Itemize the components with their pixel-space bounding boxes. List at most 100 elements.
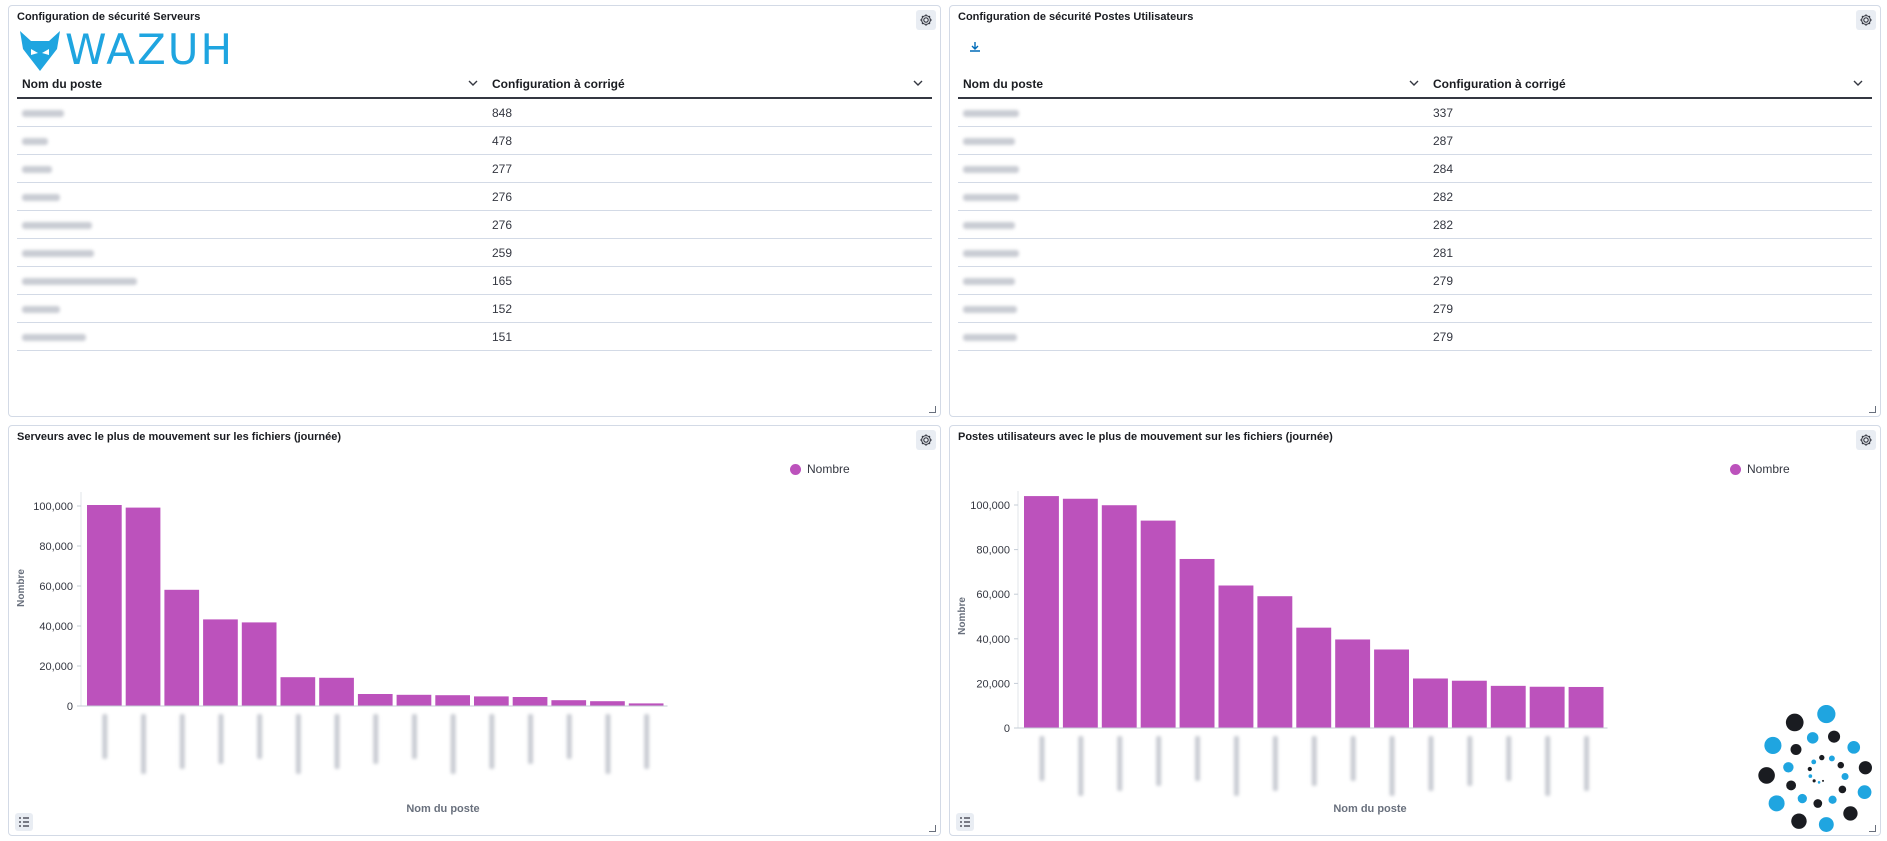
wazuh-logo-text: WAZUH: [65, 25, 235, 74]
list-icon[interactable]: [15, 813, 33, 831]
redacted-x-tick-label: [450, 714, 456, 774]
table-row: 277: [17, 154, 932, 183]
bar[interactable]: [1140, 520, 1176, 728]
bar[interactable]: [1218, 585, 1254, 728]
chart-legend[interactable]: Nombre: [1730, 462, 1790, 476]
y-tick-label: 80,000: [39, 541, 73, 553]
dot-spiral-logo: [1758, 705, 1872, 832]
host-name-cell: [17, 294, 487, 323]
workstations-config-panel: Configuration de sécurité Postes Utilisa…: [949, 5, 1881, 417]
bar[interactable]: [435, 695, 470, 706]
host-name-cell: [958, 210, 1428, 239]
logo-dot: [1828, 730, 1841, 743]
gear-icon[interactable]: [1856, 430, 1876, 450]
gear-icon[interactable]: [916, 430, 936, 450]
resize-handle[interactable]: [1869, 406, 1876, 413]
bar[interactable]: [319, 677, 354, 706]
column-header-host[interactable]: Nom du poste: [17, 71, 487, 99]
redacted-x-tick-label: [1584, 736, 1590, 791]
y-axis-title: Nombre: [16, 569, 27, 607]
redacted-x-tick-label: [1117, 736, 1123, 791]
bar[interactable]: [512, 697, 548, 706]
bar[interactable]: [396, 694, 432, 706]
bar[interactable]: [1529, 686, 1565, 728]
bar[interactable]: [1335, 639, 1371, 728]
download-icon[interactable]: [968, 40, 982, 54]
list-icon[interactable]: [956, 813, 974, 831]
bar[interactable]: [164, 589, 200, 706]
bar[interactable]: [1568, 686, 1604, 728]
bar[interactable]: [1374, 649, 1409, 728]
bar[interactable]: [87, 505, 122, 706]
gear-icon[interactable]: [916, 10, 936, 30]
table-row: 276: [17, 210, 932, 239]
bar[interactable]: [590, 701, 625, 706]
gear-icon[interactable]: [1856, 10, 1876, 30]
bar[interactable]: [241, 622, 277, 706]
y-tick-label: 80,000: [976, 545, 1010, 557]
chevron-down-icon[interactable]: [1408, 77, 1420, 89]
redacted-host-name: [963, 333, 1017, 341]
config-count-cell: 279: [1428, 294, 1872, 323]
redacted-host-name: [963, 137, 1015, 145]
logo-dot: [1797, 793, 1807, 804]
workstations-bar-chart: 0 20,000 40,000 60,000 80,000 100,000 Nom du p…: [957, 491, 1608, 815]
bar[interactable]: [1296, 627, 1332, 728]
redacted-x-tick-label: [1428, 736, 1434, 791]
bar[interactable]: [474, 696, 509, 706]
redacted-host-name: [22, 109, 64, 117]
logo-dot: [1768, 795, 1785, 812]
bar[interactable]: [1024, 496, 1059, 728]
redacted-x-tick-label: [1467, 736, 1473, 786]
redacted-x-tick-label: [334, 714, 340, 769]
redacted-x-tick-label: [218, 714, 224, 764]
chevron-down-icon[interactable]: [912, 77, 924, 89]
logo-dot: [1837, 761, 1845, 769]
panel-title: Configuration de sécurité Postes Utilisa…: [958, 11, 1194, 23]
redacted-x-tick-label: [1506, 736, 1512, 781]
bar[interactable]: [280, 677, 316, 706]
bar[interactable]: [1062, 498, 1098, 728]
servers-bar-chart: 0 20,000 40,000 60,000 80,000 100,000 Nom du p…: [16, 492, 668, 815]
bar[interactable]: [1451, 680, 1487, 728]
column-header-config[interactable]: Configuration à corrigé: [1428, 71, 1872, 99]
column-header-host[interactable]: Nom du poste: [958, 71, 1428, 99]
config-count-cell: 279: [1428, 322, 1872, 351]
table-row: 287: [958, 126, 1872, 155]
bar[interactable]: [203, 619, 238, 706]
redacted-host-name: [22, 137, 48, 145]
bar[interactable]: [357, 694, 393, 706]
bar[interactable]: [628, 703, 664, 706]
bar[interactable]: [1179, 558, 1215, 728]
redacted-host-name: [22, 333, 86, 341]
logo-dot: [1785, 713, 1804, 732]
table-row: 151: [17, 322, 932, 351]
logo-dot: [1758, 767, 1775, 784]
resize-handle[interactable]: [929, 825, 936, 832]
bar[interactable]: [1413, 678, 1448, 728]
redacted-x-tick-label: [295, 714, 301, 774]
host-name-cell: [17, 322, 487, 351]
redacted-x-tick-label: [1156, 736, 1162, 786]
chart-legend[interactable]: Nombre: [790, 462, 850, 476]
bar[interactable]: [125, 507, 161, 706]
bar[interactable]: [551, 700, 587, 706]
host-name-cell: [17, 154, 487, 183]
chevron-down-icon[interactable]: [467, 77, 479, 89]
redacted-x-tick-label: [1272, 736, 1278, 791]
redacted-host-name: [22, 277, 137, 285]
redacted-x-tick-label: [1078, 736, 1084, 796]
resize-handle[interactable]: [929, 406, 936, 413]
y-tick-label: 40,000: [976, 634, 1010, 646]
resize-handle[interactable]: [1869, 825, 1876, 832]
bar[interactable]: [1257, 596, 1293, 728]
config-count-cell: 276: [487, 182, 932, 211]
config-count-cell: 287: [1428, 126, 1872, 155]
bar[interactable]: [1101, 505, 1137, 728]
chevron-down-icon[interactable]: [1852, 77, 1864, 89]
bar[interactable]: [1490, 685, 1526, 728]
redacted-x-tick-label: [373, 714, 379, 764]
column-header-config[interactable]: Configuration à corrigé: [487, 71, 932, 99]
host-name-cell: [17, 182, 487, 211]
host-name-cell: [958, 238, 1428, 267]
